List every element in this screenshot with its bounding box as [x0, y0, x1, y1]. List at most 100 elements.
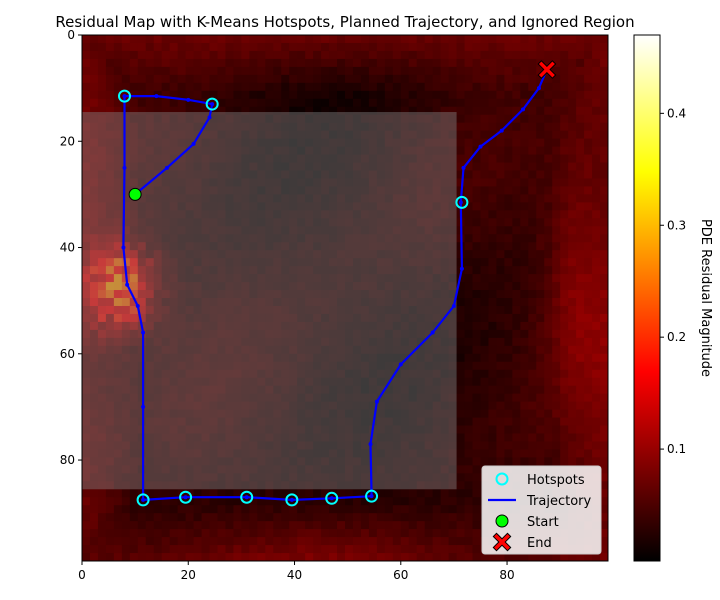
heatmap-cell: [153, 457, 163, 466]
heatmap-cell: [313, 449, 322, 458]
heatmap-cell: [488, 178, 497, 187]
heatmap-cell: [225, 529, 234, 538]
heatmap-cell: [536, 154, 545, 163]
heatmap-cell: [297, 250, 306, 259]
heatmap-cell: [424, 401, 434, 410]
heatmap-cell: [552, 170, 561, 179]
heatmap-cell: [448, 465, 457, 474]
heatmap-cell: [568, 337, 577, 347]
heatmap-cell: [368, 393, 378, 403]
heatmap-cell: [368, 42, 378, 52]
heatmap-cell: [552, 345, 561, 355]
heatmap-cell: [360, 138, 370, 147]
heatmap-cell: [560, 369, 569, 379]
heatmap-cell: [376, 329, 386, 339]
heatmap-cell: [225, 35, 234, 44]
heatmap-cell: [201, 497, 210, 506]
heatmap-cell: [496, 35, 505, 44]
heatmap-cell: [201, 353, 210, 363]
heatmap-cell: [440, 513, 450, 522]
heatmap-cell: [528, 290, 537, 299]
heatmap-cell: [257, 154, 266, 163]
heatmap-cell: [249, 298, 258, 307]
heatmap-cell: [384, 298, 394, 307]
heatmap-cell: [432, 353, 442, 363]
heatmap-cell: [82, 361, 91, 371]
heatmap-cell: [257, 35, 266, 44]
heatmap-cell: [552, 385, 561, 395]
heatmap-cell: [416, 489, 426, 498]
heatmap-cell: [337, 385, 346, 395]
heatmap-cell: [440, 505, 450, 514]
trajectory-point: [154, 94, 159, 99]
heatmap-cell: [544, 258, 553, 267]
heatmap-cell: [177, 441, 187, 450]
heatmap-cell: [472, 122, 481, 132]
heatmap-cell: [448, 321, 457, 331]
heatmap-cell: [504, 146, 513, 155]
heatmap-cell: [432, 106, 442, 116]
heatmap-cell: [536, 377, 545, 387]
heatmap-cell: [592, 274, 601, 283]
heatmap-cell: [153, 473, 163, 482]
heatmap-cell: [360, 409, 370, 418]
heatmap-cell: [584, 234, 593, 243]
heatmap-cell: [313, 66, 322, 76]
heatmap-cell: [193, 529, 202, 538]
heatmap-cell: [504, 441, 513, 450]
heatmap-cell: [201, 202, 210, 211]
heatmap-cell: [241, 98, 250, 108]
heatmap-cell: [520, 170, 529, 179]
heatmap-cell: [568, 114, 577, 124]
heatmap-cell: [400, 305, 410, 315]
heatmap-cell: [105, 58, 115, 68]
heatmap-cell: [544, 74, 553, 84]
heatmap-cell: [496, 178, 505, 187]
heatmap-cell: [376, 361, 386, 371]
heatmap-cell: [281, 35, 290, 44]
heatmap-cell: [105, 82, 115, 92]
heatmap-cell: [400, 274, 410, 283]
heatmap-cell: [289, 393, 298, 403]
heatmap-cell: [528, 202, 537, 211]
heatmap-cell: [488, 417, 497, 426]
heatmap-cell: [424, 393, 434, 403]
heatmap-cell: [313, 393, 322, 403]
heatmap-cell: [233, 369, 242, 379]
heatmap-cell: [225, 329, 234, 339]
heatmap-cell: [424, 489, 434, 498]
heatmap-cell: [600, 226, 608, 235]
heatmap-cell: [161, 290, 171, 299]
heatmap-cell: [329, 433, 338, 442]
heatmap-cell: [273, 290, 282, 299]
heatmap-cell: [329, 242, 338, 251]
heatmap-cell: [209, 298, 218, 307]
heatmap-cell: [400, 146, 410, 155]
heatmap-cell: [456, 513, 465, 522]
heatmap-cell: [249, 353, 258, 363]
heatmap-cell: [528, 298, 537, 307]
heatmap-cell: [97, 290, 107, 299]
heatmap-cell: [249, 106, 258, 116]
heatmap-cell: [321, 361, 330, 371]
heatmap-cell: [185, 401, 194, 410]
heatmap-cell: [424, 98, 434, 108]
heatmap-cell: [360, 130, 370, 140]
heatmap-cell: [113, 329, 123, 339]
heatmap-cell: [305, 361, 314, 371]
heatmap-cell: [392, 425, 402, 434]
heatmap-cell: [337, 473, 346, 482]
heatmap-cell: [448, 130, 457, 140]
heatmap-cell: [440, 58, 450, 68]
heatmap-cell: [392, 337, 402, 347]
heatmap-cell: [297, 553, 306, 561]
heatmap-cell: [456, 481, 465, 490]
heatmap-cell: [568, 553, 577, 561]
heatmap-cell: [400, 35, 410, 44]
heatmap-cell: [400, 114, 410, 124]
heatmap-cell: [185, 290, 194, 299]
heatmap-cell: [329, 162, 338, 171]
heatmap-cell: [400, 42, 410, 52]
heatmap-cell: [584, 305, 593, 315]
heatmap-cell: [536, 298, 545, 307]
